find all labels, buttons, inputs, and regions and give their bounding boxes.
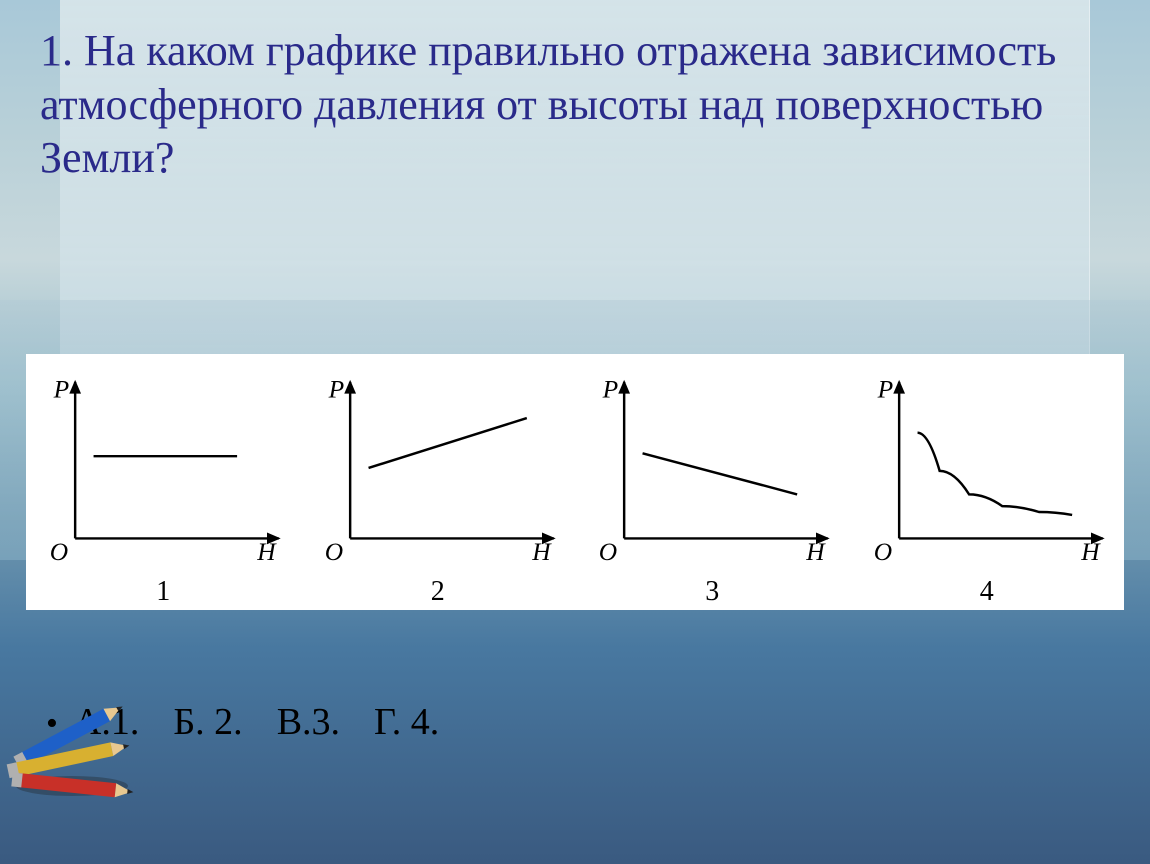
svg-text:P: P [876, 374, 893, 403]
chart-svg-2: P O H [311, 366, 566, 566]
svg-text:H: H [531, 537, 552, 566]
chart-number-2: 2 [431, 576, 445, 608]
answer-option-1[interactable]: Б. 2. [173, 700, 242, 744]
svg-text:H: H [1080, 537, 1101, 566]
chart-number-3: 3 [705, 576, 719, 608]
svg-text:O: O [324, 537, 342, 566]
pencils-icon [2, 670, 142, 800]
svg-text:O: O [599, 537, 617, 566]
svg-text:P: P [327, 374, 344, 403]
svg-text:H: H [805, 537, 826, 566]
svg-text:H: H [256, 537, 277, 566]
chart-number-4: 4 [980, 576, 994, 608]
chart-svg-3: P O H [585, 366, 840, 566]
svg-text:O: O [50, 537, 68, 566]
chart-2: P O H 2 [301, 354, 576, 610]
svg-text:P: P [53, 374, 70, 403]
chart-svg-1: P O H [36, 366, 291, 566]
chart-4: P O H 4 [850, 354, 1125, 610]
svg-text:O: O [873, 537, 891, 566]
svg-text:P: P [602, 374, 619, 403]
answer-option-2[interactable]: В.3. [277, 700, 340, 744]
chart-3: P O H 3 [575, 354, 850, 610]
question-text: 1. На каком графике правильно отражена з… [40, 24, 1090, 185]
chart-1: P O H 1 [26, 354, 301, 610]
answer-option-3[interactable]: Г. 4. [374, 700, 439, 744]
chart-number-1: 1 [156, 576, 170, 608]
chart-svg-4: P O H [860, 366, 1115, 566]
charts-panel: P O H 1 P O H 2 P O H 3 P O H 4 [26, 354, 1124, 610]
